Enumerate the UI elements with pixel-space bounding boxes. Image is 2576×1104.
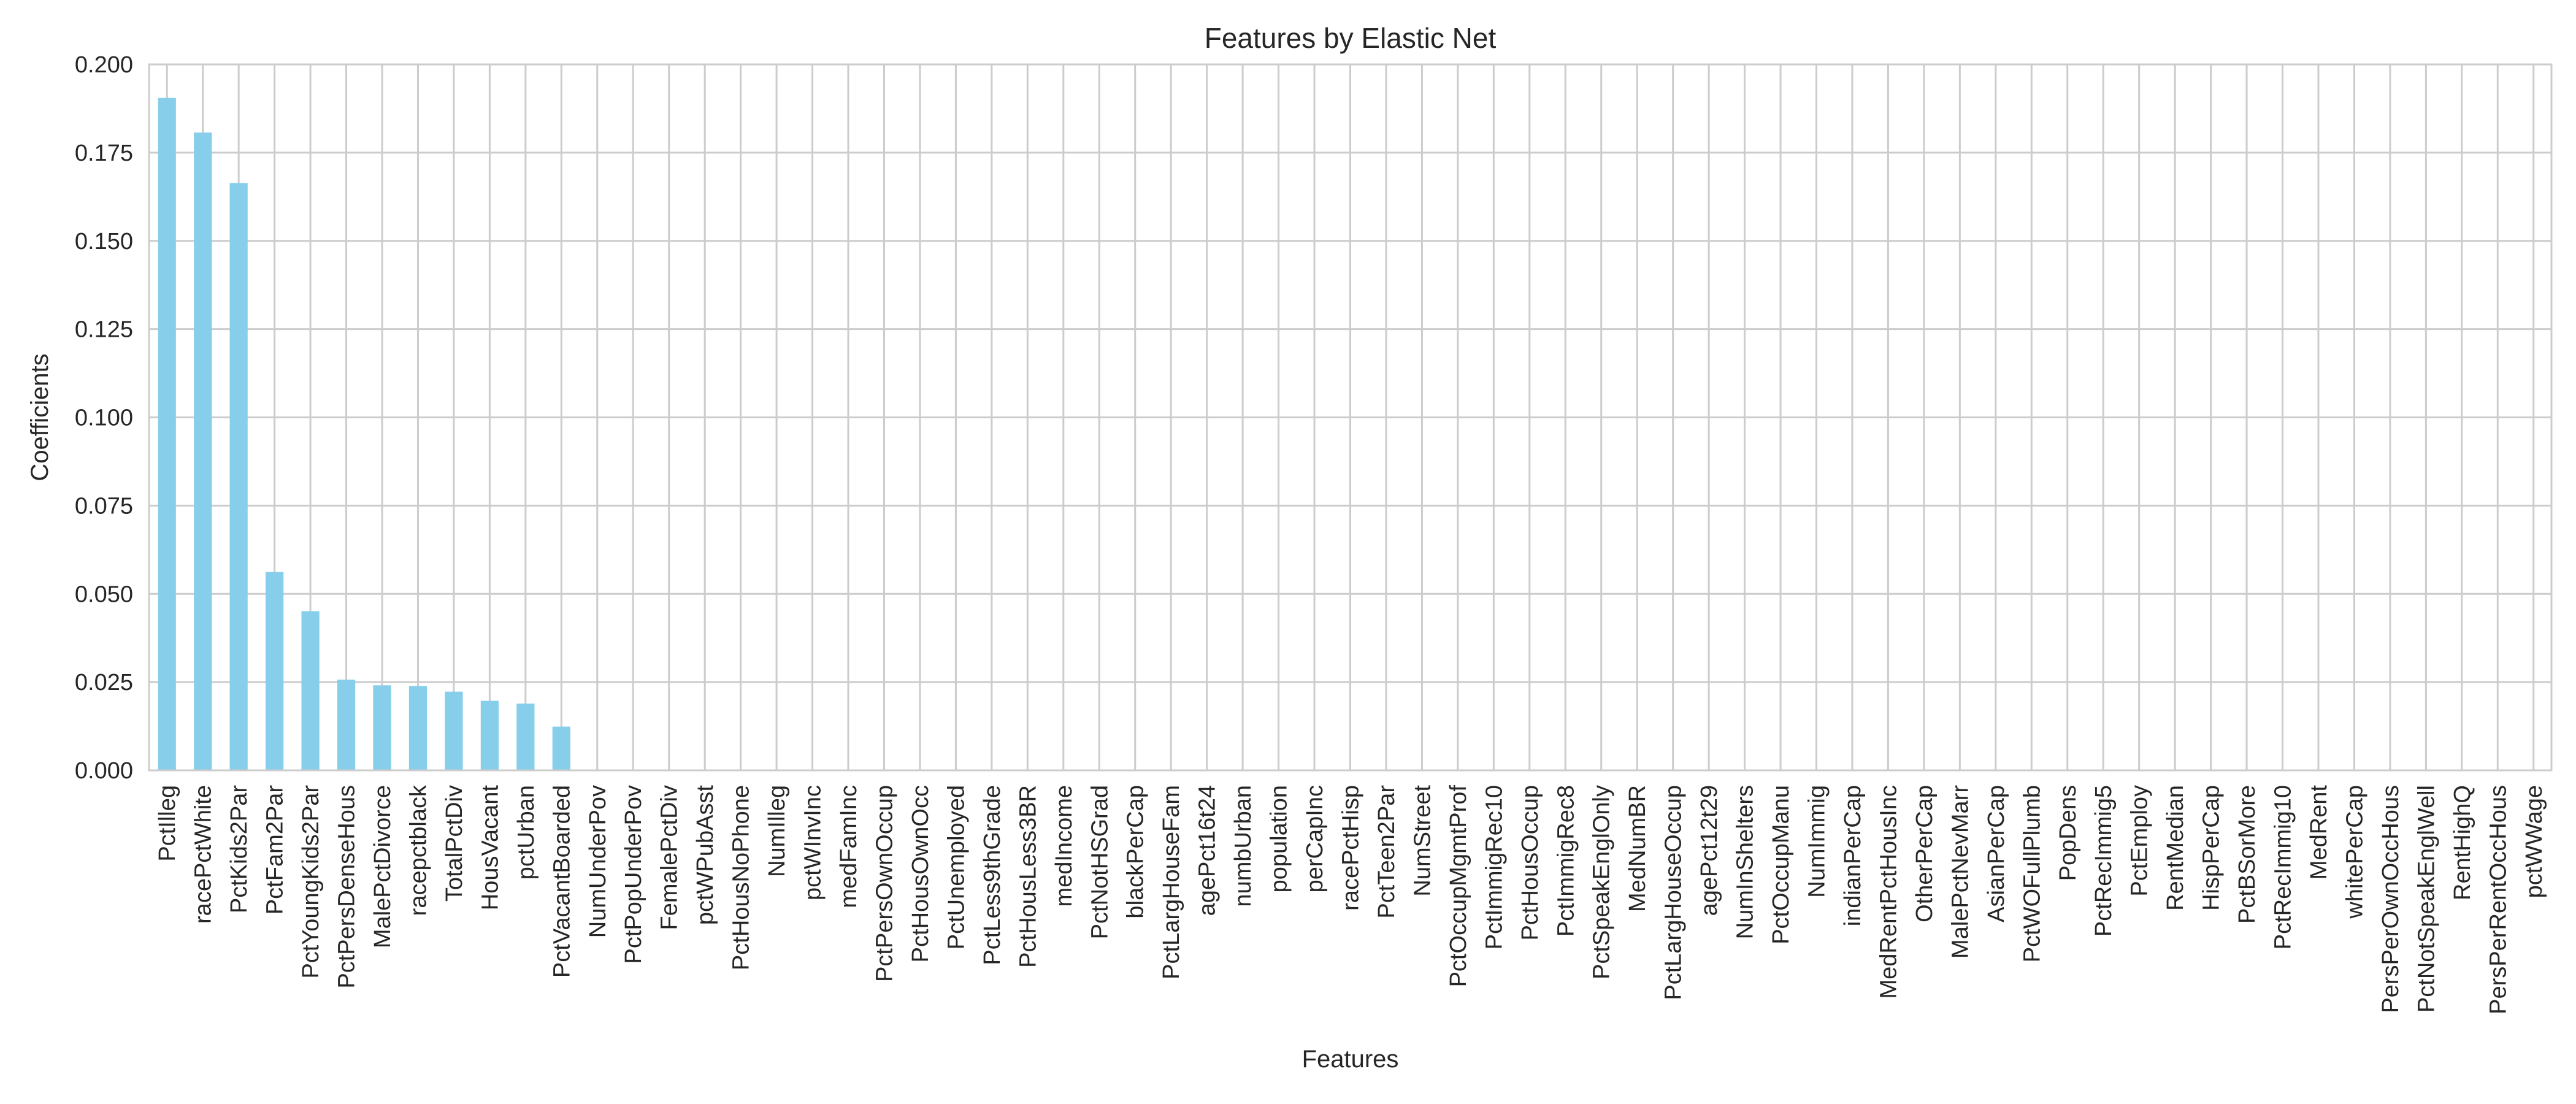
x-tick-label: RentHighQ bbox=[2450, 785, 2475, 900]
x-tick-label: agePct12t29 bbox=[1696, 785, 1722, 916]
x-tick-label: RentMedian bbox=[2163, 785, 2188, 911]
bar-PctYoungKids2Par bbox=[301, 611, 320, 770]
x-tick-label: medIncome bbox=[1051, 785, 1077, 907]
x-tick-labels: PctIlleg racePctWhite PctKids2Par PctFam2Pa… bbox=[155, 784, 2547, 1014]
x-tick-label: PctPersOwnOccup bbox=[872, 785, 897, 982]
x-tick-label: NumStreet bbox=[1409, 785, 1435, 897]
x-tick-label: PctLargHouseFam bbox=[1159, 785, 1184, 979]
x-tick-label: whitePerCap bbox=[2342, 785, 2367, 919]
x-tick-label: MedNumBR bbox=[1625, 785, 1650, 912]
x-tick-label: PctLess9thGrade bbox=[979, 785, 1005, 965]
bar-racepctblack bbox=[408, 686, 427, 770]
y-tick-label: 0.100 bbox=[75, 405, 133, 431]
x-tick-label: pctWInvInc bbox=[800, 785, 826, 900]
x-tick-label: PctSpeakEnglOnly bbox=[1589, 785, 1615, 979]
x-tick-label: PctImmigRec8 bbox=[1553, 785, 1579, 937]
bar-PctIlleg bbox=[158, 98, 176, 771]
x-tick-label: PctIlleg bbox=[155, 785, 180, 862]
x-tick-label: HousVacant bbox=[477, 785, 503, 911]
bar-PctPersDenseHous bbox=[337, 680, 356, 770]
x-tick-label: numbUrban bbox=[1230, 785, 1256, 907]
x-tick-label: TotalPctDiv bbox=[442, 785, 467, 902]
x-tick-label: agePct16t24 bbox=[1195, 785, 1221, 916]
x-tick-label: NumIlleg bbox=[764, 785, 790, 877]
y-tick-label: 0.200 bbox=[75, 52, 133, 78]
y-tick-labels: 0.000 0.025 0.050 0.075 0.100 0.125 0.150 0.175… bbox=[75, 52, 133, 784]
x-tick-label: PopDens bbox=[2055, 785, 2081, 881]
x-tick-label: blackPerCap bbox=[1123, 785, 1149, 919]
x-tick-label: PctOccupMgmtProf bbox=[1446, 785, 1471, 987]
x-tick-label: PctYoungKids2Par bbox=[298, 785, 324, 979]
x-tick-label: PersPerOwnOccHous bbox=[2378, 785, 2404, 1013]
x-tick-label: NumUnderPov bbox=[585, 785, 611, 938]
x-tick-label: population bbox=[1267, 785, 1292, 892]
x-tick-label: HispPerCap bbox=[2199, 785, 2225, 911]
y-tick-label: 0.025 bbox=[75, 670, 133, 696]
x-tick-label: PctUnemployed bbox=[943, 785, 969, 949]
x-tick-label: pctWWage bbox=[2521, 785, 2547, 898]
x-tick-label: PctFam2Par bbox=[263, 785, 288, 915]
x-tick-label: PctImmigRec10 bbox=[1481, 785, 1507, 949]
x-tick-label: PctHousNoPhone bbox=[729, 785, 754, 970]
x-tick-label: MalePctDivorce bbox=[370, 785, 396, 948]
bar-PctKids2Par bbox=[229, 183, 248, 770]
x-tick-label: OtherPerCap bbox=[1912, 785, 1938, 922]
x-tick-label: indianPerCap bbox=[1840, 785, 1866, 926]
y-tick-label: 0.075 bbox=[75, 493, 133, 519]
x-tick-label: racePctWhite bbox=[191, 785, 217, 924]
bar-MalePctDivorce bbox=[373, 685, 391, 770]
y-tick-label: 0.175 bbox=[75, 140, 133, 166]
x-tick-label: PctBSorMore bbox=[2234, 785, 2260, 924]
y-tick-label: 0.150 bbox=[75, 229, 133, 255]
x-tick-label: pctWPubAsst bbox=[692, 785, 718, 926]
x-tick-label: pctUrban bbox=[513, 785, 539, 880]
x-tick-label: medFamInc bbox=[836, 785, 862, 908]
x-tick-label: PctNotSpeakEnglWell bbox=[2413, 785, 2439, 1013]
x-tick-label: PctVacantBoarded bbox=[549, 785, 575, 978]
x-tick-label: PctRecImmig10 bbox=[2271, 785, 2296, 949]
bar-HousVacant bbox=[480, 700, 499, 770]
x-tick-label: racepctblack bbox=[405, 784, 431, 916]
x-tick-label: PersPerRentOccHous bbox=[2485, 785, 2511, 1014]
plot-frame bbox=[148, 63, 2553, 772]
x-tick-label: PctPopUnderPov bbox=[621, 785, 646, 964]
x-tick-label: NumImmig bbox=[1804, 785, 1830, 898]
bar-pctUrban bbox=[516, 703, 535, 770]
bar-PctVacantBoarded bbox=[552, 726, 570, 770]
x-axis-label: Features bbox=[1302, 1046, 1399, 1073]
x-tick-label: NumInShelters bbox=[1733, 785, 1758, 939]
x-tick-label: PctPersDenseHous bbox=[334, 785, 360, 989]
y-tick-label: 0.050 bbox=[75, 581, 133, 607]
bar-TotalPctDiv bbox=[445, 691, 463, 770]
x-tick-label: racePctHisp bbox=[1338, 785, 1364, 911]
x-tick-label: perCapInc bbox=[1302, 785, 1328, 892]
bars bbox=[158, 98, 570, 771]
x-tick-label: FemalePctDiv bbox=[657, 785, 683, 930]
x-tick-label: MalePctNevMarr bbox=[1947, 785, 1973, 959]
x-tick-label: PctWOFullPlumb bbox=[2019, 785, 2045, 962]
x-tick-label: PctNotHSGrad bbox=[1087, 785, 1113, 939]
x-tick-label: PctHousLess3BR bbox=[1015, 785, 1041, 968]
bar-racePctWhite bbox=[194, 132, 212, 770]
x-tick-label: PctKids2Par bbox=[226, 785, 252, 913]
y-tick-label: 0.125 bbox=[75, 317, 133, 343]
x-tick-label: PctHousOwnOcc bbox=[908, 785, 933, 962]
x-tick-label: PctEmploy bbox=[2127, 785, 2153, 897]
x-tick-label: PctRecImmig5 bbox=[2091, 785, 2117, 937]
x-tick-label: PctHousOccup bbox=[1517, 785, 1543, 940]
y-tick-label: 0.000 bbox=[75, 758, 133, 784]
x-tick-label: MedRentPctHousInc bbox=[1876, 785, 1901, 999]
chart-title: Features by Elastic Net bbox=[1205, 22, 1497, 54]
y-axis-label: Coefficients bbox=[26, 353, 53, 481]
bar-PctFam2Par bbox=[266, 572, 284, 770]
x-tick-label: MedRent bbox=[2306, 785, 2332, 880]
x-tick-label: PctOccupManu bbox=[1768, 785, 1794, 945]
x-tick-label: AsianPerCap bbox=[1984, 785, 2009, 922]
grid-lines bbox=[149, 63, 2551, 772]
x-tick-label: PctTeen2Par bbox=[1374, 785, 1400, 919]
x-tick-label: PctLargHouseOccup bbox=[1661, 785, 1687, 1000]
